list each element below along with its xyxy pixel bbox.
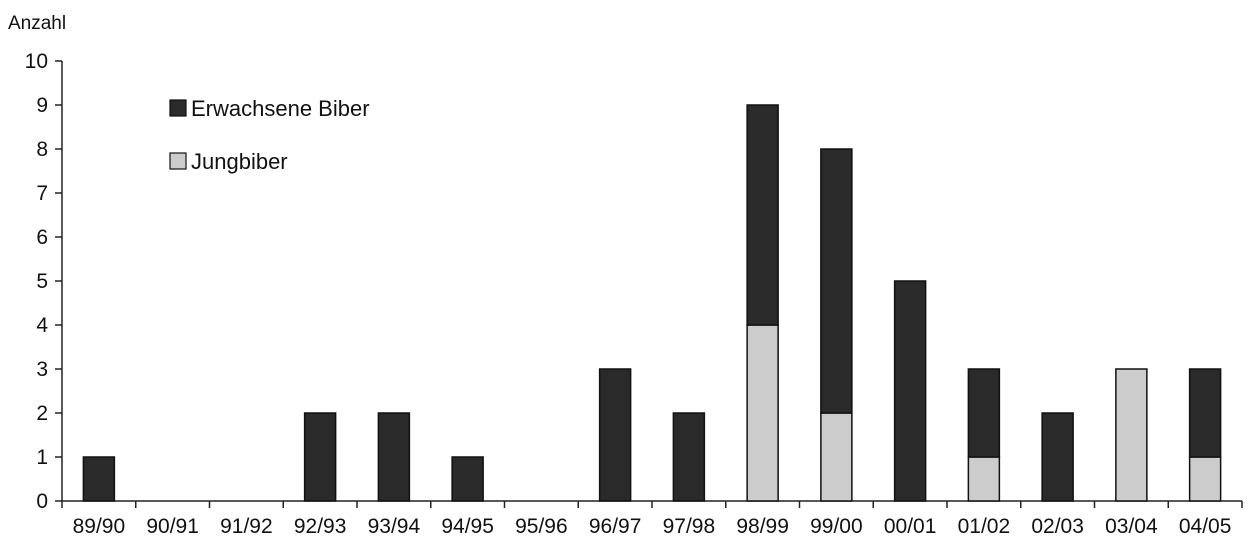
x-tick-label: 00/01 xyxy=(884,515,937,538)
legend-swatch xyxy=(169,99,187,117)
x-tick-label: 91/92 xyxy=(220,515,273,538)
bar-erwachsene-biber xyxy=(820,148,853,414)
y-tick-label: 6 xyxy=(36,226,48,249)
y-tick-label: 7 xyxy=(36,182,48,205)
bar-erwachsene-biber xyxy=(893,280,927,502)
y-axis-title: Anzahl xyxy=(8,13,66,34)
bar-jungbiber xyxy=(1115,368,1148,502)
bar-erwachsene-biber xyxy=(1041,412,1074,502)
bar-erwachsene-biber xyxy=(672,412,706,502)
y-tick-label: 0 xyxy=(36,490,48,513)
y-tick-label: 4 xyxy=(36,314,48,337)
y-axis: 0 1 2 3 4 5 6 7 8 9 10 xyxy=(25,50,63,513)
x-tick-label: 01/02 xyxy=(958,515,1011,538)
x-tick-label: 97/98 xyxy=(663,515,716,538)
bar-erwachsene-biber xyxy=(967,368,1001,458)
x-tick-label: 89/90 xyxy=(73,515,126,538)
x-tick-label: 99/00 xyxy=(810,515,863,538)
legend: Erwachsene Biber Jungbiber xyxy=(169,96,370,174)
x-tick-label: 02/03 xyxy=(1031,515,1084,538)
bars xyxy=(82,104,1222,502)
x-tick-label: 96/97 xyxy=(589,515,642,538)
x-tick-label: 93/94 xyxy=(368,515,421,538)
x-tick-label: 03/04 xyxy=(1105,515,1158,538)
x-tick-label: 95/96 xyxy=(515,515,568,538)
bar-jungbiber xyxy=(967,456,1001,502)
bar-jungbiber xyxy=(820,412,853,502)
x-tick-label: 92/93 xyxy=(294,515,347,538)
bar-erwachsene-biber xyxy=(451,456,484,502)
bar-jungbiber xyxy=(1188,456,1222,502)
x-tick-label: 90/91 xyxy=(146,515,199,538)
y-tick-label: 10 xyxy=(25,50,48,73)
x-tick-label: 94/95 xyxy=(441,515,494,538)
y-tick-label: 9 xyxy=(36,94,48,117)
bar-erwachsene-biber xyxy=(82,456,116,502)
legend-label: Jungbiber xyxy=(191,149,288,174)
y-tick-label: 8 xyxy=(36,138,48,161)
y-tick-label: 5 xyxy=(36,270,48,293)
bar-erwachsene-biber xyxy=(303,412,337,502)
x-tick-label: 04/05 xyxy=(1179,515,1232,538)
y-tick-label: 3 xyxy=(36,358,48,381)
bar-erwachsene-biber xyxy=(377,412,411,502)
y-tick-label: 2 xyxy=(36,402,48,425)
bar-erwachsene-biber xyxy=(598,368,632,502)
legend-label: Erwachsene Biber xyxy=(191,96,370,121)
bar-erwachsene-biber xyxy=(746,104,779,326)
legend-swatch xyxy=(169,152,187,170)
x-tick-label: 98/99 xyxy=(736,515,789,538)
bar-erwachsene-biber xyxy=(1188,368,1222,458)
bar-jungbiber xyxy=(746,324,779,502)
y-tick-label: 1 xyxy=(36,446,48,469)
x-axis: 89/90 90/91 91/92 92/93 93/94 94/95 95/96 96/97… xyxy=(61,500,1243,538)
